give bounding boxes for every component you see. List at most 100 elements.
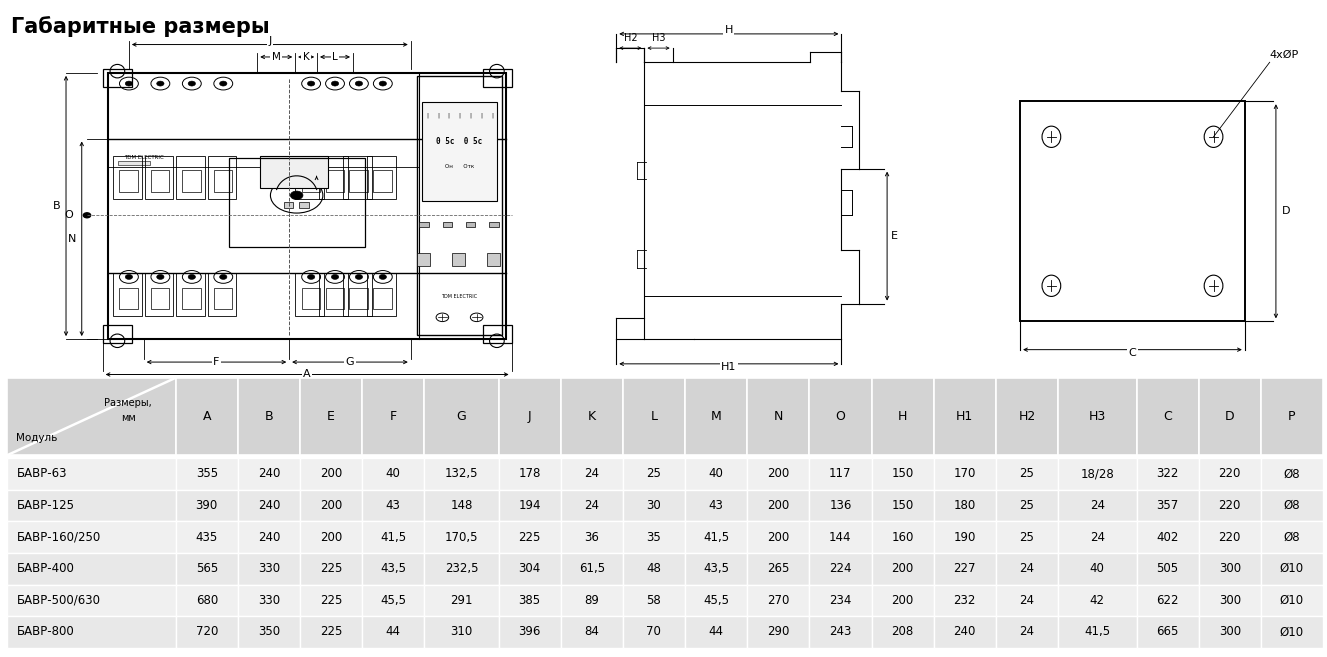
Bar — [238, 585, 300, 616]
Bar — [214, 171, 232, 192]
Bar — [176, 156, 204, 199]
Text: 200: 200 — [767, 468, 790, 480]
Bar — [1198, 616, 1261, 648]
Text: H3: H3 — [652, 33, 665, 43]
Text: 43,5: 43,5 — [381, 562, 406, 576]
Text: 234: 234 — [829, 594, 852, 607]
Text: Ø8: Ø8 — [1283, 531, 1300, 543]
Bar — [561, 585, 622, 616]
Text: 25: 25 — [1019, 531, 1034, 543]
Bar — [466, 222, 475, 227]
Text: БАВР-63: БАВР-63 — [17, 468, 68, 480]
Text: Ø10: Ø10 — [1279, 562, 1304, 576]
Bar — [1261, 553, 1323, 585]
Bar — [300, 378, 362, 455]
Bar — [102, 70, 131, 87]
Bar — [175, 553, 238, 585]
Bar — [747, 458, 809, 489]
Bar — [238, 616, 300, 648]
Circle shape — [219, 81, 227, 86]
Text: 35: 35 — [646, 531, 661, 543]
Text: 44: 44 — [386, 625, 401, 639]
Bar — [747, 585, 809, 616]
Text: 43: 43 — [386, 499, 401, 512]
Bar — [7, 378, 175, 455]
Bar — [1058, 522, 1136, 553]
Bar — [809, 378, 872, 455]
Bar — [872, 616, 934, 648]
Text: 45,5: 45,5 — [703, 594, 729, 607]
Bar — [685, 522, 747, 553]
Text: 18/28: 18/28 — [1080, 468, 1115, 480]
Bar — [499, 616, 561, 648]
Bar — [425, 378, 499, 455]
Text: 24: 24 — [584, 499, 600, 512]
Bar — [238, 553, 300, 585]
Bar — [7, 522, 175, 553]
Bar — [425, 489, 499, 522]
Bar — [1058, 378, 1136, 455]
Text: 232: 232 — [954, 594, 975, 607]
Text: 170: 170 — [954, 468, 975, 480]
Text: 24: 24 — [1019, 594, 1035, 607]
Text: 220: 220 — [1218, 531, 1241, 543]
Bar — [344, 156, 372, 199]
Bar — [176, 273, 204, 316]
Bar — [872, 585, 934, 616]
Bar — [1136, 585, 1198, 616]
Text: Ø8: Ø8 — [1283, 468, 1300, 480]
Text: 150: 150 — [892, 499, 914, 512]
Text: 4xØP: 4xØP — [1270, 50, 1299, 60]
Bar — [685, 553, 747, 585]
Bar — [325, 171, 344, 192]
Text: E: E — [328, 410, 334, 423]
Text: 150: 150 — [892, 468, 914, 480]
Bar — [809, 585, 872, 616]
Text: 402: 402 — [1156, 531, 1178, 543]
Bar — [300, 458, 362, 489]
Text: 396: 396 — [519, 625, 541, 639]
Bar — [995, 458, 1058, 489]
Text: H3: H3 — [1088, 410, 1105, 423]
Text: F: F — [390, 410, 397, 423]
Circle shape — [84, 213, 90, 217]
Bar — [1261, 522, 1323, 553]
Text: 220: 220 — [1218, 499, 1241, 512]
Text: B: B — [53, 201, 61, 211]
Circle shape — [188, 275, 195, 279]
Text: Габаритные размеры: Габаритные размеры — [11, 16, 269, 37]
Text: 160: 160 — [892, 531, 914, 543]
Bar — [175, 458, 238, 489]
Text: |: | — [491, 112, 492, 118]
Text: N: N — [774, 410, 783, 423]
Bar — [809, 458, 872, 489]
Text: 36: 36 — [584, 531, 600, 543]
Text: |: | — [480, 112, 482, 118]
Text: 565: 565 — [195, 562, 218, 576]
Bar — [362, 616, 425, 648]
Bar — [300, 616, 362, 648]
Bar — [451, 253, 464, 265]
Text: 24: 24 — [1089, 531, 1105, 543]
Text: 355: 355 — [195, 468, 218, 480]
Bar — [300, 522, 362, 553]
Text: 220: 220 — [1218, 468, 1241, 480]
Text: TDM ELECTRIC: TDM ELECTRIC — [442, 294, 478, 299]
Circle shape — [308, 81, 314, 86]
Text: 136: 136 — [829, 499, 852, 512]
Text: H: H — [725, 26, 733, 35]
Text: 48: 48 — [646, 562, 661, 576]
Text: 435: 435 — [195, 531, 218, 543]
Bar — [7, 616, 175, 648]
Text: H1: H1 — [721, 363, 736, 373]
Bar — [1058, 616, 1136, 648]
Text: N: N — [68, 234, 77, 244]
Bar — [422, 102, 498, 201]
Text: 300: 300 — [1218, 562, 1241, 576]
Text: Модуль: Модуль — [16, 434, 58, 443]
Bar — [301, 288, 320, 309]
Bar — [362, 378, 425, 455]
Bar — [747, 553, 809, 585]
Bar — [1261, 616, 1323, 648]
Text: 40: 40 — [1089, 562, 1104, 576]
